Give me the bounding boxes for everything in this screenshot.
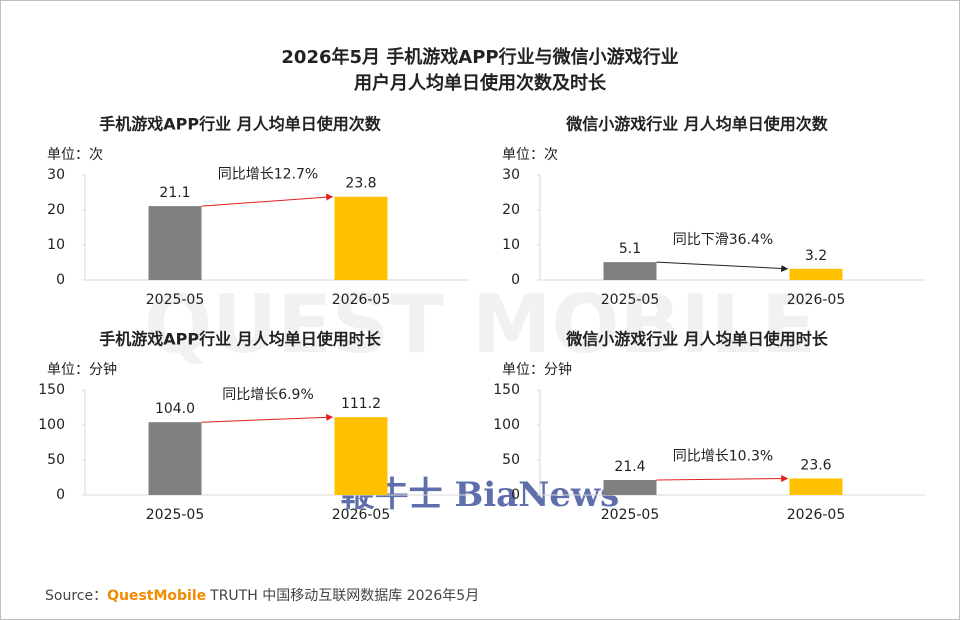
value-label: 104.0 <box>155 401 195 417</box>
y-tick-label: 50 <box>47 452 65 468</box>
unit-label: 单位：次 <box>47 147 103 163</box>
y-tick-label: 30 <box>502 167 520 183</box>
x-tick-label: 2025-05 <box>146 507 205 523</box>
value-label: 3.2 <box>805 248 827 264</box>
bar <box>789 478 843 495</box>
x-tick-label: 2025-05 <box>601 507 660 523</box>
y-tick-label: 0 <box>511 487 520 503</box>
value-label: 21.4 <box>614 459 645 475</box>
x-tick-label: 2026-05 <box>787 507 846 523</box>
x-tick-label: 2026-05 <box>332 507 391 523</box>
y-tick-label: 150 <box>38 382 65 398</box>
unit-label: 单位：分钟 <box>47 361 117 378</box>
annotation: 同比下滑36.4% <box>673 231 773 248</box>
source-prefix: Source： <box>45 588 107 604</box>
y-tick-label: 30 <box>47 167 65 183</box>
chart-title: 手机游戏APP行业 月人均单日使用时长 <box>99 330 381 349</box>
y-tick-label: 100 <box>38 417 65 433</box>
trend-arrow <box>201 413 334 423</box>
page-title: 2026年5月 手机游戏APP行业与微信小游戏行业 <box>281 46 678 68</box>
bar <box>603 262 657 280</box>
value-label: 21.1 <box>159 185 190 201</box>
x-tick-label: 2025-05 <box>146 292 205 308</box>
bar <box>334 417 388 495</box>
source-text: TRUTH 中国移动互联网数据库 2026年5月 <box>209 588 479 604</box>
y-tick-label: 50 <box>502 452 520 468</box>
bar <box>148 206 202 280</box>
chart-title: 微信小游戏行业 月人均单日使用时长 <box>565 330 829 349</box>
y-tick-label: 0 <box>56 272 65 288</box>
value-label: 5.1 <box>619 241 641 257</box>
trend-arrow <box>201 193 334 207</box>
annotation: 同比增长12.7% <box>218 167 318 183</box>
annotation: 同比增长6.9% <box>222 387 314 403</box>
x-tick-label: 2026-05 <box>332 292 391 308</box>
watermark: QUEST MOBILE <box>144 278 816 371</box>
y-tick-label: 150 <box>493 382 520 398</box>
bar <box>789 268 843 280</box>
trend-arrow <box>656 261 789 272</box>
source: Source：QuestMobile TRUTH 中国移动互联网数据库 2026年… <box>45 588 479 604</box>
y-tick-label: 20 <box>502 202 520 218</box>
y-tick-label: 0 <box>56 487 65 503</box>
y-tick-label: 0 <box>511 272 520 288</box>
y-tick-label: 20 <box>47 202 65 218</box>
page-title: 用户月人均单日使用次数及时长 <box>354 72 607 94</box>
bar <box>148 422 202 495</box>
x-tick-label: 2025-05 <box>601 292 660 308</box>
unit-label: 单位：分钟 <box>502 361 572 378</box>
unit-label: 单位：次 <box>502 147 558 163</box>
bar <box>603 480 657 495</box>
chart-title: 手机游戏APP行业 月人均单日使用次数 <box>99 115 381 134</box>
chart-title: 微信小游戏行业 月人均单日使用次数 <box>565 115 829 134</box>
annotation: 同比增长10.3% <box>673 448 773 464</box>
y-tick-label: 10 <box>502 237 520 253</box>
value-label: 111.2 <box>341 396 381 412</box>
x-tick-label: 2026-05 <box>787 292 846 308</box>
bar <box>334 196 388 280</box>
y-tick-label: 10 <box>47 237 65 253</box>
source-brand: QuestMobile <box>107 588 206 604</box>
value-label: 23.6 <box>800 457 831 473</box>
value-label: 23.8 <box>345 176 376 192</box>
trend-arrow <box>656 475 789 483</box>
y-tick-label: 100 <box>493 417 520 433</box>
